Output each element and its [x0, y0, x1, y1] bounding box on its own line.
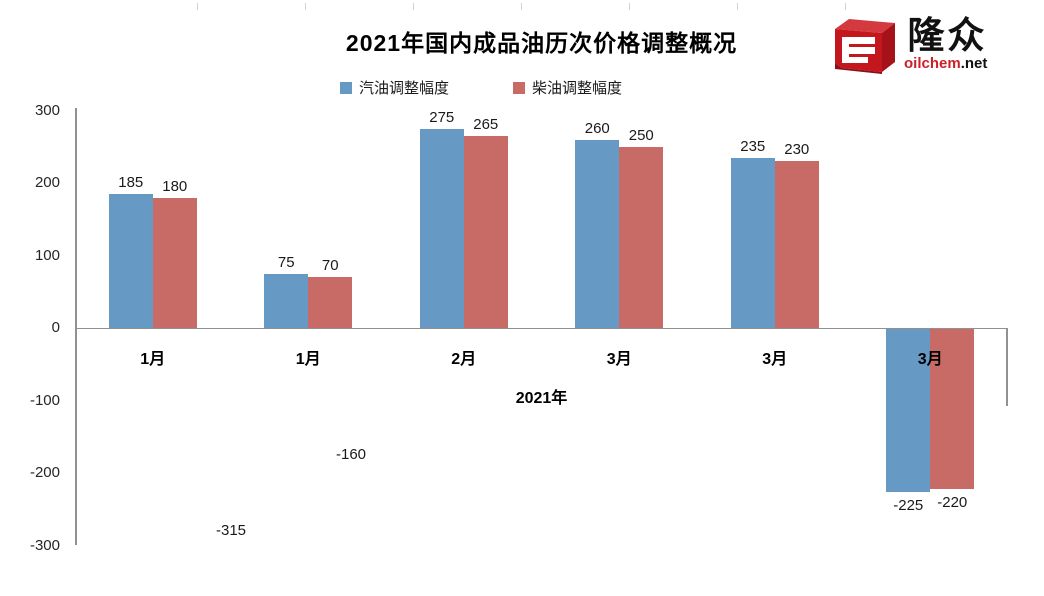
ruler-tick [305, 3, 306, 10]
logo-domain-red: oilchem [904, 55, 961, 72]
oilchem-logo: 隆众 oilchem.net [832, 16, 987, 79]
logo-text: 隆众 oilchem.net [904, 16, 987, 72]
bar-s1-g1 [308, 277, 353, 328]
oilchem-cube-icon [832, 16, 898, 79]
x-category-label: 1月 [140, 351, 166, 368]
legend-item-gasoline: 汽油调整幅度 [340, 77, 449, 98]
bar-value-label: 235 [740, 137, 766, 155]
bar-value-label: 265 [473, 115, 499, 133]
y-tick-label: 100 [34, 246, 60, 264]
x-category-label: 1月 [295, 351, 321, 368]
bar-value-label: 230 [784, 141, 810, 159]
bar-value-label: 75 [277, 253, 295, 271]
legend-item-diesel: 柴油调整幅度 [513, 77, 622, 98]
bar-value-label: 275 [429, 108, 455, 126]
bar-value-label: 185 [118, 173, 144, 191]
bar-s0-g2 [419, 128, 464, 328]
chart-annotation: -315 [216, 522, 247, 539]
chart-annotation: -160 [336, 446, 367, 463]
bar-value-label: 260 [584, 119, 610, 137]
bar-s1-g0 [152, 197, 197, 328]
gasoline-legend-swatch-icon [340, 81, 352, 94]
x-category-label: 3月 [917, 351, 943, 368]
diesel-legend-swatch-icon [513, 81, 526, 94]
logo-domain-black: .net [960, 55, 988, 72]
legend-label-gasoline: 汽油调整幅度 [359, 80, 450, 97]
ruler-tick [197, 3, 198, 10]
bar-s1-g2 [463, 135, 508, 328]
x-category-label: 2月 [451, 351, 477, 368]
bar-s0-g5 [886, 329, 931, 493]
ruler-tick [413, 3, 414, 10]
ruler-tick [521, 3, 522, 10]
bar-s0-g1 [264, 273, 309, 328]
chart-legend: 汽油调整幅度 柴油调整幅度 [340, 77, 622, 98]
x-axis-title: 2021年 [515, 390, 568, 407]
logo-brand-text: 隆众 [907, 15, 988, 56]
bar-value-label: 180 [162, 177, 188, 195]
bar-value-label: -225 [893, 497, 924, 515]
bar-s1-g3 [619, 146, 664, 328]
bar-s1-g5 [930, 329, 975, 489]
bar-value-label: 250 [628, 126, 654, 144]
ruler-tick [737, 3, 738, 10]
y-tick-label: 300 [34, 101, 60, 119]
legend-label-diesel: 柴油调整幅度 [532, 80, 623, 97]
y-tick-label: -100 [29, 391, 60, 409]
chart-title: 2021年国内成品油历次价格调整概况 [345, 30, 738, 56]
bar-s1-g4 [774, 161, 819, 328]
y-tick-label: 0 [51, 319, 60, 336]
ruler-tick [629, 3, 630, 10]
y-tick-label: 200 [34, 174, 60, 191]
y-axis-line [75, 108, 77, 545]
bar-s0-g4 [730, 157, 775, 328]
logo-domain-text: oilchem.net [904, 56, 987, 72]
y-tick-label: -300 [29, 536, 60, 554]
bar-s0-g3 [575, 139, 620, 328]
y-tick-label: -200 [29, 464, 60, 481]
bar-value-label: 70 [321, 257, 339, 275]
bar-s0-g0 [108, 193, 153, 328]
x-category-label: 3月 [606, 351, 632, 368]
bar-value-label: -220 [937, 493, 968, 511]
ruler-tick [845, 3, 846, 10]
x-category-label: 3月 [762, 351, 788, 368]
x-axis-zero-line [75, 327, 1007, 329]
plot-right-border [1006, 328, 1008, 406]
